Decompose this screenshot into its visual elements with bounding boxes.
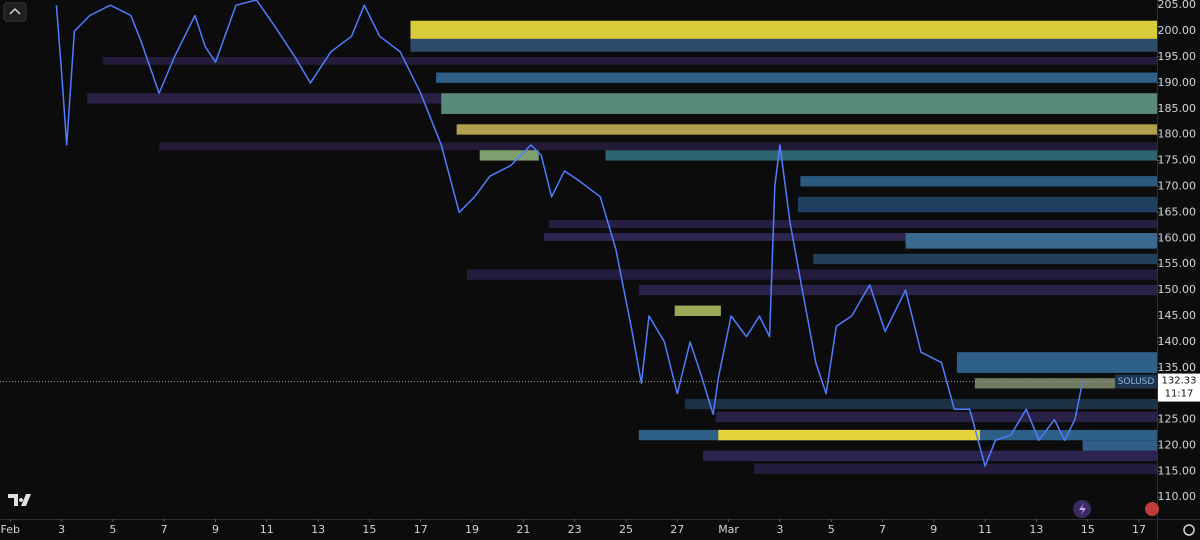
y-tick-label: 165.00 (1158, 205, 1197, 218)
x-tick-label: 19 (465, 523, 479, 536)
heatmap-band (456, 124, 1157, 135)
symbol-tag (1115, 374, 1157, 389)
x-tick-label: 5 (109, 523, 116, 536)
y-tick-label: 135.00 (1158, 361, 1197, 374)
y-tick-label: 110.00 (1158, 490, 1197, 503)
x-tick-label: 21 (516, 523, 530, 536)
heatmap-band (548, 220, 1157, 228)
settings-icon[interactable] (1183, 524, 1195, 536)
x-tick-label: 15 (362, 523, 376, 536)
y-tick-label: 140.00 (1158, 335, 1197, 348)
x-tick-label: 11 (978, 523, 992, 536)
x-tick-label: 15 (1081, 523, 1095, 536)
x-tick-label: Feb (1, 523, 20, 536)
x-tick-label: 11 (260, 523, 274, 536)
y-tick-label: 200.00 (1158, 24, 1197, 37)
x-tick-label: 13 (1029, 523, 1043, 536)
y-tick-label: 150.00 (1158, 283, 1197, 296)
y-tick-label: 125.00 (1158, 413, 1197, 426)
heatmap-band (410, 38, 1157, 52)
collapse-button[interactable] (3, 2, 27, 22)
x-tick-label: 9 (212, 523, 219, 536)
heatmap-band (441, 93, 1157, 114)
heatmap-band (974, 378, 1157, 389)
heatmap-band (466, 269, 1157, 280)
y-tick-label: 205.00 (1158, 0, 1197, 11)
plot-area (55, 0, 1158, 474)
x-tick-label: 25 (619, 523, 633, 536)
x-tick-label: 7 (879, 523, 886, 536)
y-tick-label: 120.00 (1158, 438, 1197, 451)
heatmap-band (436, 72, 1157, 83)
heatmap-band (410, 20, 1157, 39)
y-tick-label: 190.00 (1158, 76, 1197, 89)
heatmap-band (638, 284, 1157, 296)
heatmap-band (754, 463, 1157, 474)
y-tick-label: 185.00 (1158, 102, 1197, 115)
heatmap-band (956, 352, 1157, 373)
heatmap-band (684, 398, 1157, 410)
x-tick-label: 3 (58, 523, 65, 536)
x-tick-label: 17 (414, 523, 428, 536)
x-tick-label: 7 (161, 523, 168, 536)
heatmap-band (718, 429, 980, 441)
symbol-label: SOLUSD (1118, 377, 1155, 387)
heatmap-band (797, 196, 1157, 213)
heatmap-band (159, 142, 1158, 151)
y-tick-label: 175.00 (1158, 154, 1197, 167)
tradingview-logo (8, 494, 31, 506)
heatmap-band (715, 411, 1157, 423)
heatmap-band (800, 176, 1157, 187)
y-tick-label: 160.00 (1158, 231, 1197, 244)
heatmap-band (813, 253, 1157, 265)
x-tick-label: 3 (776, 523, 783, 536)
y-tick-label: 115.00 (1158, 464, 1197, 477)
heatmap-band (479, 150, 539, 161)
heatmap-band (1082, 440, 1157, 451)
y-tick-label: 195.00 (1158, 50, 1197, 63)
y-tick-label: 170.00 (1158, 179, 1197, 192)
countdown-label: 11:17 (1165, 389, 1194, 400)
chevron-icon (9, 7, 21, 15)
y-tick-label: 155.00 (1158, 257, 1197, 270)
x-tick-label: 27 (670, 523, 684, 536)
heatmap-band (702, 450, 1157, 461)
heatmap-band (102, 56, 1157, 65)
x-tick-label: 13 (311, 523, 325, 536)
heatmap-band (543, 233, 1157, 241)
heatmap-band (905, 233, 1157, 249)
x-tick-label: 5 (828, 523, 835, 536)
x-tick-label: 9 (930, 523, 937, 536)
y-tick-label: 180.00 (1158, 128, 1197, 141)
price-tag (1158, 373, 1200, 402)
x-tick-label: Mar (718, 523, 739, 536)
flag-icon[interactable] (1145, 502, 1159, 516)
x-tick-label: 23 (568, 523, 582, 536)
heatmap-band (674, 305, 721, 316)
price-label: 132.33 (1162, 376, 1197, 387)
price-line (55, 0, 1084, 467)
x-tick-label: 17 (1132, 523, 1146, 536)
lightning-glyph (1079, 503, 1086, 515)
heatmap-band (605, 150, 1157, 161)
y-tick-label: 145.00 (1158, 309, 1197, 322)
